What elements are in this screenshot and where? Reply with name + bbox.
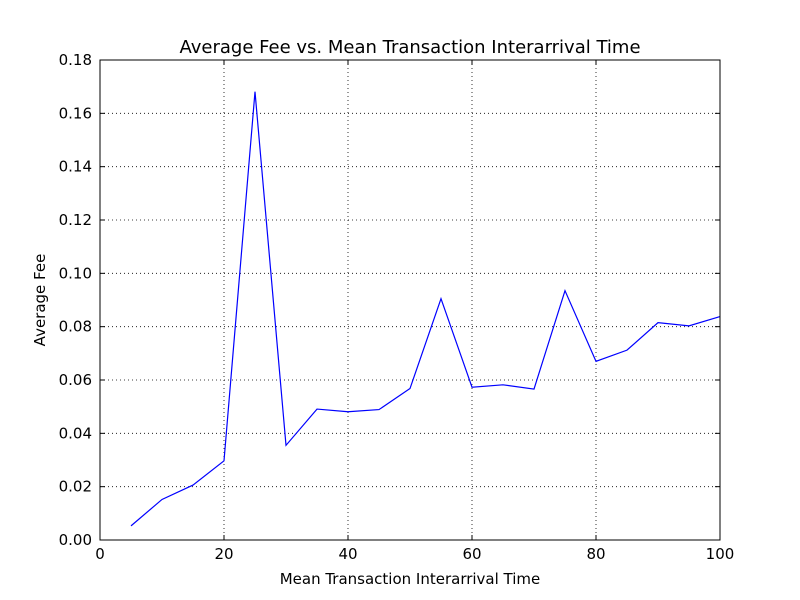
y-tick-label: 0.16 bbox=[59, 104, 92, 122]
y-tick-label: 0.12 bbox=[59, 211, 92, 229]
tick-labels: 0 20 40 60 80 100 0.00 0.02 0.04 0.06 0.08 0.10 0.12… bbox=[59, 51, 735, 563]
series-line bbox=[130, 91, 721, 527]
x-tick-label: 100 bbox=[706, 545, 735, 563]
y-tick-label: 0.06 bbox=[59, 371, 92, 389]
y-tick-label: 0.08 bbox=[59, 318, 92, 336]
grid bbox=[100, 60, 720, 540]
series-layer bbox=[130, 91, 721, 527]
plot-frame bbox=[99, 59, 721, 541]
y-tick-label: 0.00 bbox=[59, 531, 92, 549]
x-tick-label: 20 bbox=[214, 545, 233, 563]
y-axis-label: Average Fee bbox=[31, 254, 49, 347]
y-tick-label: 0.10 bbox=[59, 264, 92, 282]
x-axis-label: Mean Transaction Interarrival Time bbox=[280, 570, 541, 588]
ticks bbox=[99, 59, 721, 541]
chart-title: Average Fee vs. Mean Transaction Interar… bbox=[179, 37, 640, 58]
x-tick-label: 0 bbox=[95, 545, 105, 563]
x-tick-label: 40 bbox=[338, 545, 357, 563]
y-tick-label: 0.02 bbox=[59, 478, 92, 496]
y-tick-label: 0.18 bbox=[59, 51, 92, 69]
x-tick-label: 60 bbox=[462, 545, 481, 563]
y-tick-label: 0.14 bbox=[59, 158, 92, 176]
x-tick-label: 80 bbox=[586, 545, 605, 563]
y-tick-label: 0.04 bbox=[59, 424, 92, 442]
